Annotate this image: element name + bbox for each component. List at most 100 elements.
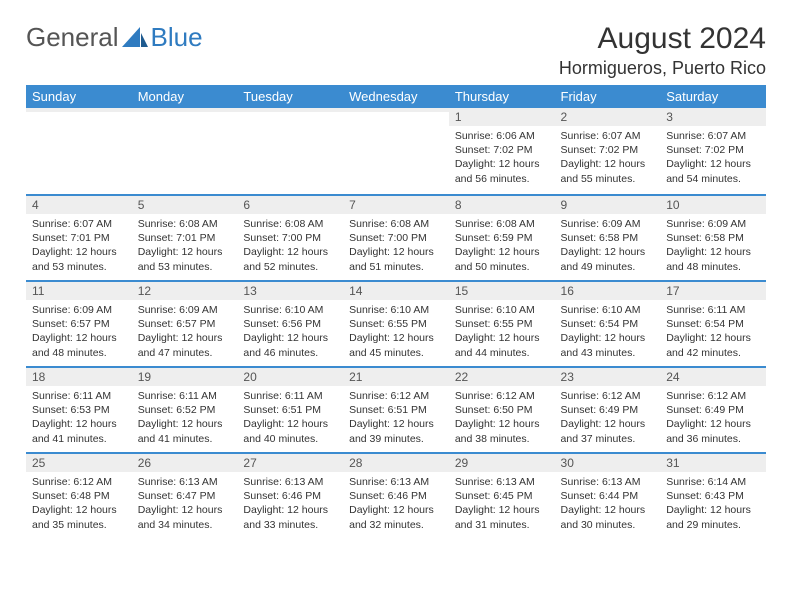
day-daylight1: Daylight: 12 hours [349,503,443,517]
calendar-cell: 22Sunrise: 6:12 AMSunset: 6:50 PMDayligh… [449,366,555,452]
day-daylight2: and 53 minutes. [32,260,126,274]
day-sunset: Sunset: 7:02 PM [666,143,760,157]
day-header: Thursday [449,85,555,108]
day-sunset: Sunset: 6:43 PM [666,489,760,503]
day-data: Sunrise: 6:10 AMSunset: 6:55 PMDaylight:… [343,300,449,366]
calendar-week-row: 11Sunrise: 6:09 AMSunset: 6:57 PMDayligh… [26,280,766,366]
day-sunrise: Sunrise: 6:12 AM [349,389,443,403]
calendar-cell: 4Sunrise: 6:07 AMSunset: 7:01 PMDaylight… [26,194,132,280]
day-number: 23 [555,366,661,386]
day-sunrise: Sunrise: 6:10 AM [455,303,549,317]
day-data: Sunrise: 6:09 AMSunset: 6:58 PMDaylight:… [660,214,766,280]
day-data: Sunrise: 6:12 AMSunset: 6:50 PMDaylight:… [449,386,555,452]
calendar-cell: 12Sunrise: 6:09 AMSunset: 6:57 PMDayligh… [132,280,238,366]
calendar-cell: 7Sunrise: 6:08 AMSunset: 7:00 PMDaylight… [343,194,449,280]
day-sunrise: Sunrise: 6:09 AM [32,303,126,317]
day-sunrise: Sunrise: 6:13 AM [561,475,655,489]
day-number: 14 [343,280,449,300]
calendar-cell: 23Sunrise: 6:12 AMSunset: 6:49 PMDayligh… [555,366,661,452]
day-sunrise: Sunrise: 6:12 AM [666,389,760,403]
day-data [132,112,238,121]
day-sunset: Sunset: 6:45 PM [455,489,549,503]
page-location: Hormigueros, Puerto Rico [559,58,766,79]
day-sunrise: Sunrise: 6:09 AM [561,217,655,231]
day-daylight2: and 47 minutes. [138,346,232,360]
day-data [343,112,449,121]
day-data [237,112,343,121]
calendar-week-row: 1Sunrise: 6:06 AMSunset: 7:02 PMDaylight… [26,108,766,194]
day-daylight1: Daylight: 12 hours [455,503,549,517]
day-daylight2: and 43 minutes. [561,346,655,360]
day-number: 11 [26,280,132,300]
day-sunset: Sunset: 7:02 PM [561,143,655,157]
day-number: 2 [555,108,661,126]
day-sunset: Sunset: 7:00 PM [349,231,443,245]
day-daylight2: and 39 minutes. [349,432,443,446]
day-daylight2: and 35 minutes. [32,518,126,532]
calendar-cell: 5Sunrise: 6:08 AMSunset: 7:01 PMDaylight… [132,194,238,280]
calendar-cell: 15Sunrise: 6:10 AMSunset: 6:55 PMDayligh… [449,280,555,366]
day-number: 7 [343,194,449,214]
day-header: Saturday [660,85,766,108]
day-sunrise: Sunrise: 6:07 AM [32,217,126,231]
day-daylight2: and 54 minutes. [666,172,760,186]
day-number: 1 [449,108,555,126]
day-daylight1: Daylight: 12 hours [138,417,232,431]
day-data: Sunrise: 6:08 AMSunset: 7:01 PMDaylight:… [132,214,238,280]
day-daylight1: Daylight: 12 hours [138,331,232,345]
day-header: Sunday [26,85,132,108]
day-sunrise: Sunrise: 6:12 AM [455,389,549,403]
day-number: 10 [660,194,766,214]
calendar-cell [132,108,238,194]
day-sunrise: Sunrise: 6:08 AM [138,217,232,231]
day-number: 25 [26,452,132,472]
day-sunset: Sunset: 7:01 PM [138,231,232,245]
day-daylight2: and 52 minutes. [243,260,337,274]
calendar-cell: 25Sunrise: 6:12 AMSunset: 6:48 PMDayligh… [26,452,132,538]
calendar-cell: 8Sunrise: 6:08 AMSunset: 6:59 PMDaylight… [449,194,555,280]
day-sunset: Sunset: 7:02 PM [455,143,549,157]
day-daylight1: Daylight: 12 hours [32,417,126,431]
header: General Blue August 2024 Hormigueros, Pu… [26,22,766,79]
day-sunset: Sunset: 6:55 PM [455,317,549,331]
day-daylight1: Daylight: 12 hours [455,417,549,431]
day-daylight2: and 41 minutes. [32,432,126,446]
day-daylight1: Daylight: 12 hours [32,503,126,517]
day-data: Sunrise: 6:11 AMSunset: 6:54 PMDaylight:… [660,300,766,366]
day-number: 13 [237,280,343,300]
day-sunset: Sunset: 6:46 PM [243,489,337,503]
day-daylight2: and 45 minutes. [349,346,443,360]
calendar-cell: 18Sunrise: 6:11 AMSunset: 6:53 PMDayligh… [26,366,132,452]
day-sunrise: Sunrise: 6:06 AM [455,129,549,143]
day-sunset: Sunset: 6:55 PM [349,317,443,331]
day-daylight1: Daylight: 12 hours [32,245,126,259]
day-daylight1: Daylight: 12 hours [561,157,655,171]
day-daylight2: and 49 minutes. [561,260,655,274]
day-data: Sunrise: 6:08 AMSunset: 7:00 PMDaylight:… [343,214,449,280]
day-daylight1: Daylight: 12 hours [32,331,126,345]
day-number: 29 [449,452,555,472]
day-daylight1: Daylight: 12 hours [455,331,549,345]
day-daylight2: and 30 minutes. [561,518,655,532]
calendar-cell: 2Sunrise: 6:07 AMSunset: 7:02 PMDaylight… [555,108,661,194]
logo-text-1: General [26,22,119,53]
day-sunrise: Sunrise: 6:12 AM [561,389,655,403]
day-number: 20 [237,366,343,386]
day-number: 12 [132,280,238,300]
calendar-cell: 31Sunrise: 6:14 AMSunset: 6:43 PMDayligh… [660,452,766,538]
day-daylight1: Daylight: 12 hours [349,245,443,259]
day-daylight1: Daylight: 12 hours [243,245,337,259]
day-sunrise: Sunrise: 6:08 AM [349,217,443,231]
day-sunset: Sunset: 6:52 PM [138,403,232,417]
day-number: 18 [26,366,132,386]
day-daylight1: Daylight: 12 hours [666,503,760,517]
page-title: August 2024 [559,22,766,56]
calendar-cell: 30Sunrise: 6:13 AMSunset: 6:44 PMDayligh… [555,452,661,538]
day-sunset: Sunset: 6:47 PM [138,489,232,503]
day-daylight2: and 56 minutes. [455,172,549,186]
day-sunrise: Sunrise: 6:07 AM [666,129,760,143]
day-daylight1: Daylight: 12 hours [455,245,549,259]
day-number: 9 [555,194,661,214]
day-number: 27 [237,452,343,472]
calendar-cell: 10Sunrise: 6:09 AMSunset: 6:58 PMDayligh… [660,194,766,280]
